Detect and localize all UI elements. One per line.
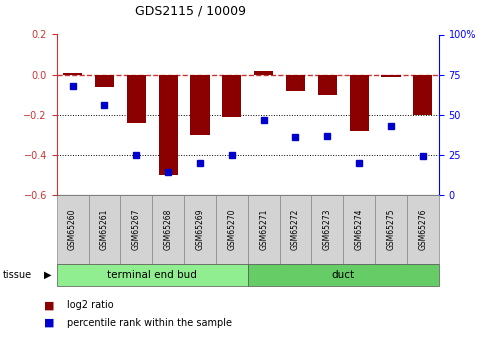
Text: GSM65276: GSM65276 bbox=[419, 209, 427, 250]
Text: duct: duct bbox=[332, 270, 355, 280]
Text: GSM65260: GSM65260 bbox=[68, 209, 77, 250]
Text: GSM65271: GSM65271 bbox=[259, 209, 268, 250]
Bar bbox=[413, 75, 432, 115]
Text: GSM65273: GSM65273 bbox=[323, 209, 332, 250]
Text: ■: ■ bbox=[44, 300, 55, 310]
Bar bbox=[127, 75, 146, 123]
Bar bbox=[286, 75, 305, 91]
Bar bbox=[159, 75, 177, 175]
Bar bbox=[222, 75, 242, 117]
Text: GSM65274: GSM65274 bbox=[354, 209, 364, 250]
Bar bbox=[382, 75, 400, 77]
Text: GSM65272: GSM65272 bbox=[291, 209, 300, 250]
Text: ▶: ▶ bbox=[44, 270, 52, 280]
Bar bbox=[254, 71, 273, 75]
Text: GSM65270: GSM65270 bbox=[227, 209, 236, 250]
Text: percentile rank within the sample: percentile rank within the sample bbox=[67, 318, 232, 327]
Bar bbox=[63, 72, 82, 75]
Text: GSM65261: GSM65261 bbox=[100, 209, 109, 250]
Bar bbox=[318, 75, 337, 95]
Text: tissue: tissue bbox=[2, 270, 32, 280]
Text: GDS2115 / 10009: GDS2115 / 10009 bbox=[135, 4, 246, 17]
Bar bbox=[95, 75, 114, 87]
Text: terminal end bud: terminal end bud bbox=[107, 270, 197, 280]
Text: ■: ■ bbox=[44, 318, 55, 327]
Text: GSM65275: GSM65275 bbox=[387, 209, 395, 250]
Text: log2 ratio: log2 ratio bbox=[67, 300, 113, 310]
Bar bbox=[190, 75, 210, 135]
Text: GSM65267: GSM65267 bbox=[132, 209, 141, 250]
Bar bbox=[350, 75, 369, 131]
Text: GSM65268: GSM65268 bbox=[164, 209, 173, 250]
Text: GSM65269: GSM65269 bbox=[195, 209, 205, 250]
